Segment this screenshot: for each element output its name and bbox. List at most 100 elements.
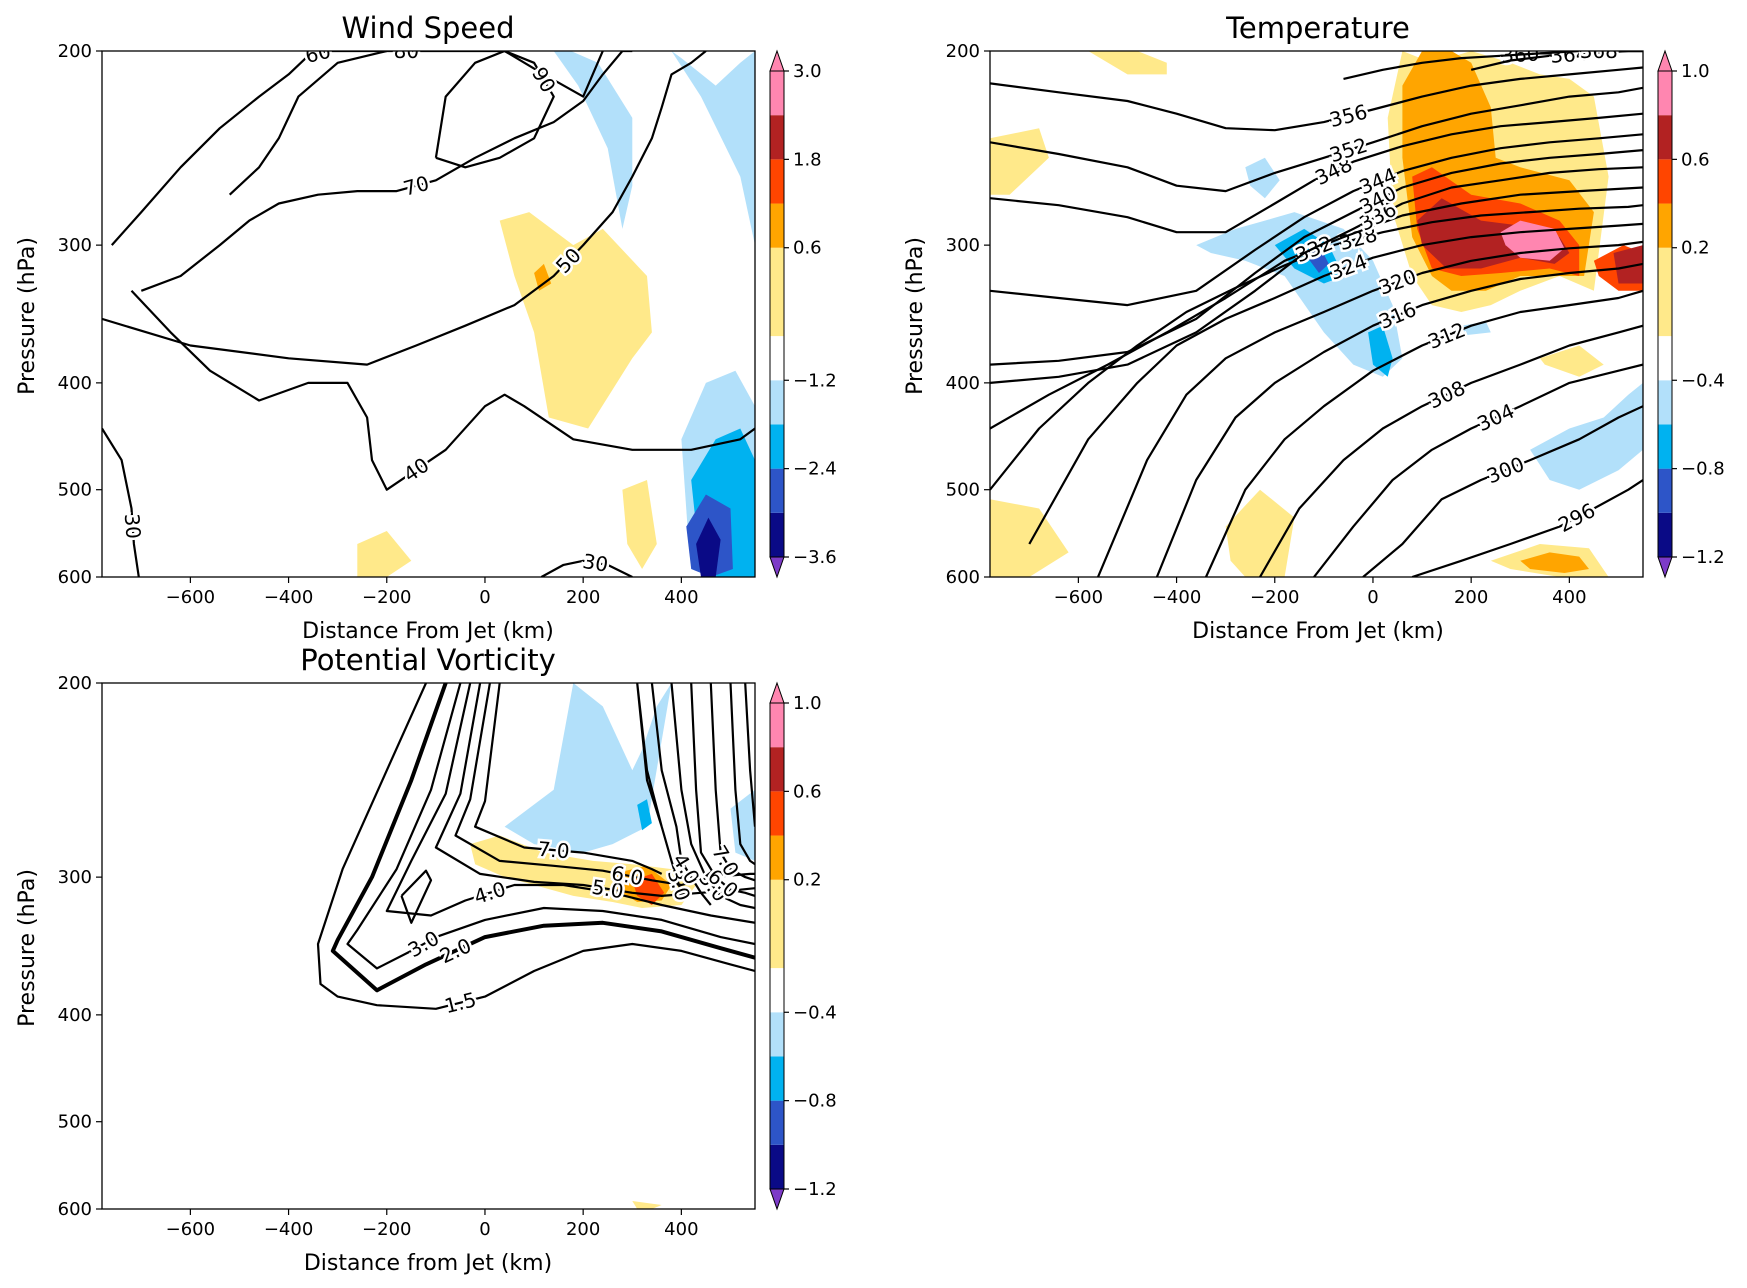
colorbar-tick-label: −1.2 bbox=[793, 1179, 837, 1200]
contour-line-10 bbox=[690, 683, 755, 897]
y-tick-label: 500 bbox=[58, 1112, 92, 1133]
contour-line-1 bbox=[1362, 405, 1643, 577]
contour-line-4 bbox=[1204, 289, 1643, 577]
colorbar-tick-label: −1.2 bbox=[1681, 547, 1725, 568]
filled-region-0 bbox=[553, 51, 633, 229]
y-tick-label: 300 bbox=[58, 867, 92, 888]
contour-label-0: 30 bbox=[120, 513, 146, 540]
axes-frame bbox=[101, 50, 756, 578]
wind-speed-ylabel: Pressure (hPa) bbox=[15, 237, 40, 395]
filled-region-4 bbox=[1225, 489, 1295, 577]
colorbar-tick-label: 1.0 bbox=[1681, 61, 1710, 82]
filled-region-20 bbox=[1304, 245, 1329, 273]
colorbar-segment bbox=[770, 247, 784, 337]
x-tick-label: 200 bbox=[566, 587, 600, 608]
y-tick-label: 200 bbox=[946, 41, 980, 62]
x-tick-label: 400 bbox=[664, 587, 698, 608]
y-tick-label: 500 bbox=[946, 480, 980, 501]
colorbar-segment bbox=[770, 791, 784, 836]
temperature-xlabel: Distance From Jet (km) bbox=[1192, 619, 1444, 644]
contour-line-6 bbox=[474, 683, 663, 875]
colorbar-segment bbox=[1658, 512, 1672, 557]
x-tick-label: −600 bbox=[166, 1219, 215, 1240]
filled-region-9 bbox=[534, 263, 552, 291]
colorbar-tick-label: 0.6 bbox=[793, 238, 822, 259]
contour-label-1: 30 bbox=[581, 549, 610, 577]
contour-line-0 bbox=[1411, 479, 1643, 577]
filled-region-7 bbox=[357, 531, 412, 577]
colorbar-frame bbox=[1657, 70, 1673, 558]
colorbar-segment bbox=[1658, 71, 1672, 116]
colorbar-segment bbox=[770, 879, 784, 969]
contour-line-13 bbox=[990, 112, 1643, 234]
x-tick-label: −400 bbox=[1152, 587, 1201, 608]
colorbar-segment bbox=[770, 115, 784, 160]
y-tick-label: 200 bbox=[58, 41, 92, 62]
colorbar-segment bbox=[770, 747, 784, 792]
filled-region-0 bbox=[504, 683, 672, 853]
colorbar-segment bbox=[770, 1056, 784, 1101]
colorbar-segment bbox=[770, 203, 784, 248]
contour-line-7 bbox=[636, 683, 683, 894]
colorbar-segment bbox=[1658, 336, 1672, 381]
colorbar-tick-label: 0.6 bbox=[793, 781, 822, 802]
x-tick-label: 400 bbox=[1552, 587, 1586, 608]
contour-line-2 bbox=[130, 290, 755, 491]
contour-line-7 bbox=[434, 51, 555, 169]
x-tick-label: 0 bbox=[479, 587, 490, 608]
wind-speed-panel: Wind Speed Distance From Jet (km) Pressu… bbox=[15, 11, 837, 644]
x-tick-label: 0 bbox=[479, 1219, 490, 1240]
colorbar-segment bbox=[1658, 380, 1672, 425]
contour-line-0 bbox=[316, 683, 755, 1010]
colorbar-tick-label: 0.2 bbox=[793, 870, 822, 891]
colorbar-segment bbox=[1658, 247, 1672, 337]
contour-line-4 bbox=[110, 51, 387, 246]
contour-label-18: 368 bbox=[1580, 39, 1618, 63]
contour-line-17 bbox=[1470, 51, 1643, 71]
filled-region-17 bbox=[1461, 321, 1491, 336]
colorbar-tick-label: −0.4 bbox=[1681, 370, 1725, 391]
filled-region-6 bbox=[499, 212, 652, 429]
axes-frame bbox=[101, 682, 756, 1210]
y-tick-label: 500 bbox=[58, 480, 92, 501]
colorbar-tick-label: −1.2 bbox=[793, 370, 837, 391]
contour-line-4 bbox=[434, 683, 755, 897]
contour-line-5 bbox=[454, 683, 755, 887]
colorbar-frame bbox=[769, 70, 785, 558]
filled-region-3 bbox=[990, 499, 1069, 577]
colorbar: 1.0 0.6 0.2 −0.4 −0.8 −1.2 bbox=[1657, 49, 1725, 579]
x-tick-label: 0 bbox=[1367, 587, 1378, 608]
y-tick-label: 400 bbox=[58, 373, 92, 394]
y-tick-label: 600 bbox=[58, 567, 92, 588]
potential-vorticity-xlabel: Distance from Jet (km) bbox=[304, 1251, 552, 1276]
filled-region-8 bbox=[1520, 552, 1589, 573]
contour-line-14 bbox=[400, 869, 433, 924]
potential-vorticity-ylabel: Pressure (hPa) bbox=[15, 869, 40, 1027]
contour-line-9 bbox=[670, 683, 755, 910]
contour-line-3 bbox=[1259, 324, 1643, 577]
colorbar-segment bbox=[770, 424, 784, 469]
colorbar-tick-label: −3.6 bbox=[793, 547, 837, 568]
colorbar-extend-low bbox=[769, 1188, 785, 1211]
colorbar-tick-label: 0.6 bbox=[1681, 149, 1710, 170]
colorbar-segment bbox=[770, 380, 784, 425]
contour-line-2 bbox=[346, 683, 755, 970]
x-tick-label: −600 bbox=[1054, 587, 1103, 608]
x-tick-label: −200 bbox=[362, 587, 411, 608]
colorbar-extend-high bbox=[769, 49, 785, 72]
colorbar-segment bbox=[770, 968, 784, 1013]
colorbar-segment bbox=[770, 835, 784, 880]
colorbar-extend-high bbox=[769, 681, 785, 704]
contour-label-6: 80 bbox=[394, 39, 419, 63]
colorbar-segment bbox=[1658, 424, 1672, 469]
filled-region-14 bbox=[1196, 212, 1403, 377]
contour-line-8 bbox=[990, 204, 1643, 491]
contour-line-11 bbox=[709, 683, 755, 882]
colorbar-tick-label: 1.0 bbox=[793, 693, 822, 714]
temperature-panel: Temperature Distance From Jet (km) Press… bbox=[903, 11, 1725, 644]
contour-line-3 bbox=[102, 51, 707, 366]
contour-line-0 bbox=[102, 427, 140, 577]
filled-region-8 bbox=[622, 480, 657, 569]
